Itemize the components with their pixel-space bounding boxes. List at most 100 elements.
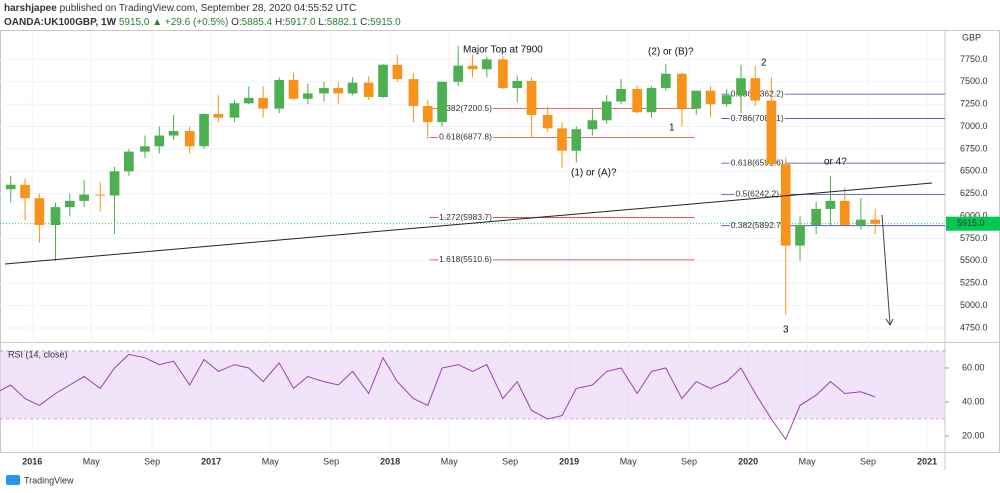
annotation: 1 (669, 123, 675, 134)
x-tick-label: 2016 (22, 456, 42, 466)
candle-body (705, 90, 716, 105)
x-tick-label: 2019 (559, 456, 579, 466)
candle-body (95, 194, 106, 196)
candle-body (378, 64, 388, 98)
candle-body (437, 81, 447, 123)
annotation: 2 (761, 58, 767, 69)
trend-line (4, 182, 933, 265)
candle-body (481, 59, 492, 70)
y-tick-label: 60.00 (962, 362, 985, 372)
header-line-1: harshjapee published on TradingView.com,… (4, 3, 356, 14)
price: 5915.0 (119, 17, 150, 28)
ohlc-value: 5882.1 (327, 17, 358, 28)
candle-body (303, 93, 313, 99)
author: harshjapee (4, 3, 57, 14)
x-tick-label: Sep (502, 456, 518, 466)
ohlc-value: 5915.0 (370, 17, 401, 28)
ohlc-key: H: (275, 17, 285, 28)
ohlc-key: L: (318, 17, 326, 28)
candle-body (557, 128, 567, 151)
candle-body (319, 88, 329, 94)
candle-body (124, 151, 134, 172)
candle-body (660, 73, 671, 89)
candle-body (408, 79, 419, 106)
candle-body (825, 200, 836, 209)
rsi-line (0, 353, 876, 441)
candle-body (64, 200, 75, 208)
candle-body (512, 80, 523, 89)
y-tick-label: 6250.0 (960, 188, 988, 198)
symbol: OANDA:UK100GBP, 1W (4, 17, 117, 28)
x-tick-label: Sep (144, 456, 160, 466)
candle-body (229, 103, 240, 118)
candle-body (750, 78, 761, 101)
candle-body (20, 184, 30, 199)
candle-body (363, 82, 374, 98)
candle-body (392, 64, 403, 80)
currency: GBP (962, 32, 981, 42)
x-tick-label: May (262, 456, 280, 466)
candle-body (677, 73, 687, 109)
y-tick-label: 7000.0 (960, 121, 988, 131)
arrow (881, 214, 891, 325)
candle-body (199, 114, 209, 147)
candle-body (274, 79, 285, 109)
logo-mark (6, 475, 20, 485)
y-tick-label: 6500.0 (960, 166, 988, 176)
candle-body (347, 82, 358, 94)
ohlc-key: C: (360, 17, 370, 28)
published: published on TradingView.com, September … (60, 3, 357, 14)
candle-body (632, 88, 642, 113)
y-tick-label: 6750.0 (960, 143, 988, 153)
x-tick-label: 2017 (201, 456, 221, 466)
candle-body (333, 88, 344, 94)
annotation: Major Top at 7900 (463, 45, 543, 56)
candle-body (453, 65, 464, 82)
last-price-tag (946, 216, 1000, 231)
candle-body (780, 164, 791, 246)
candle-body (243, 97, 254, 104)
candle-body (109, 171, 120, 196)
arrow-head (885, 318, 894, 326)
fib-label: 1.272(5983.7) (439, 212, 492, 222)
candle-body (736, 78, 746, 96)
candle-body (79, 194, 89, 201)
candle-body (721, 95, 732, 105)
x-tick-label: May (441, 456, 459, 466)
y-tick-label: 7750.0 (960, 54, 988, 64)
candle-body (50, 207, 61, 226)
candle-body (571, 129, 582, 151)
y-tick-label: 6000.0 (960, 210, 988, 220)
x-tick-label: Sep (860, 456, 876, 466)
x-tick-label: 2020 (738, 456, 758, 466)
y-tick-label: 4750.0 (960, 322, 988, 332)
x-tick-label: 2018 (380, 456, 400, 466)
y-tick-label: 5500.0 (960, 255, 988, 265)
y-tick-label: 5250.0 (960, 278, 988, 288)
brand: TradingView (24, 475, 74, 485)
x-tick-label: May (83, 456, 101, 466)
candle-body (154, 135, 165, 147)
fib-label: 0.382(5892.7) (731, 220, 784, 230)
x-tick-label: 2021 (917, 456, 937, 466)
y-tick-label: 7500.0 (960, 76, 988, 86)
x-tick-label: May (620, 456, 638, 466)
candle-body (422, 105, 433, 123)
candle-body (616, 88, 626, 102)
candle-body (5, 184, 16, 190)
logo (6, 475, 20, 485)
annotation: (1) or (A)? (571, 168, 617, 179)
candle-body (870, 219, 881, 224)
fib-label: 1.618(5510.6) (439, 254, 492, 264)
candle-body (34, 198, 45, 226)
candle-body (766, 100, 777, 165)
ohlc-value: 5917.0 (285, 17, 316, 28)
candle-body (213, 114, 224, 118)
candle-body (839, 200, 850, 226)
candle-body (467, 65, 478, 70)
rsi-title: RSI (14, close) (8, 349, 68, 359)
ohlc-key: O: (231, 17, 242, 28)
annotation: or 4? (824, 157, 847, 168)
plot: 2016 May Sep 2017 May Sep 2018 May Sep 2019 May Sep… (0, 32, 1000, 466)
y-tick-label: 20.00 (962, 430, 985, 440)
